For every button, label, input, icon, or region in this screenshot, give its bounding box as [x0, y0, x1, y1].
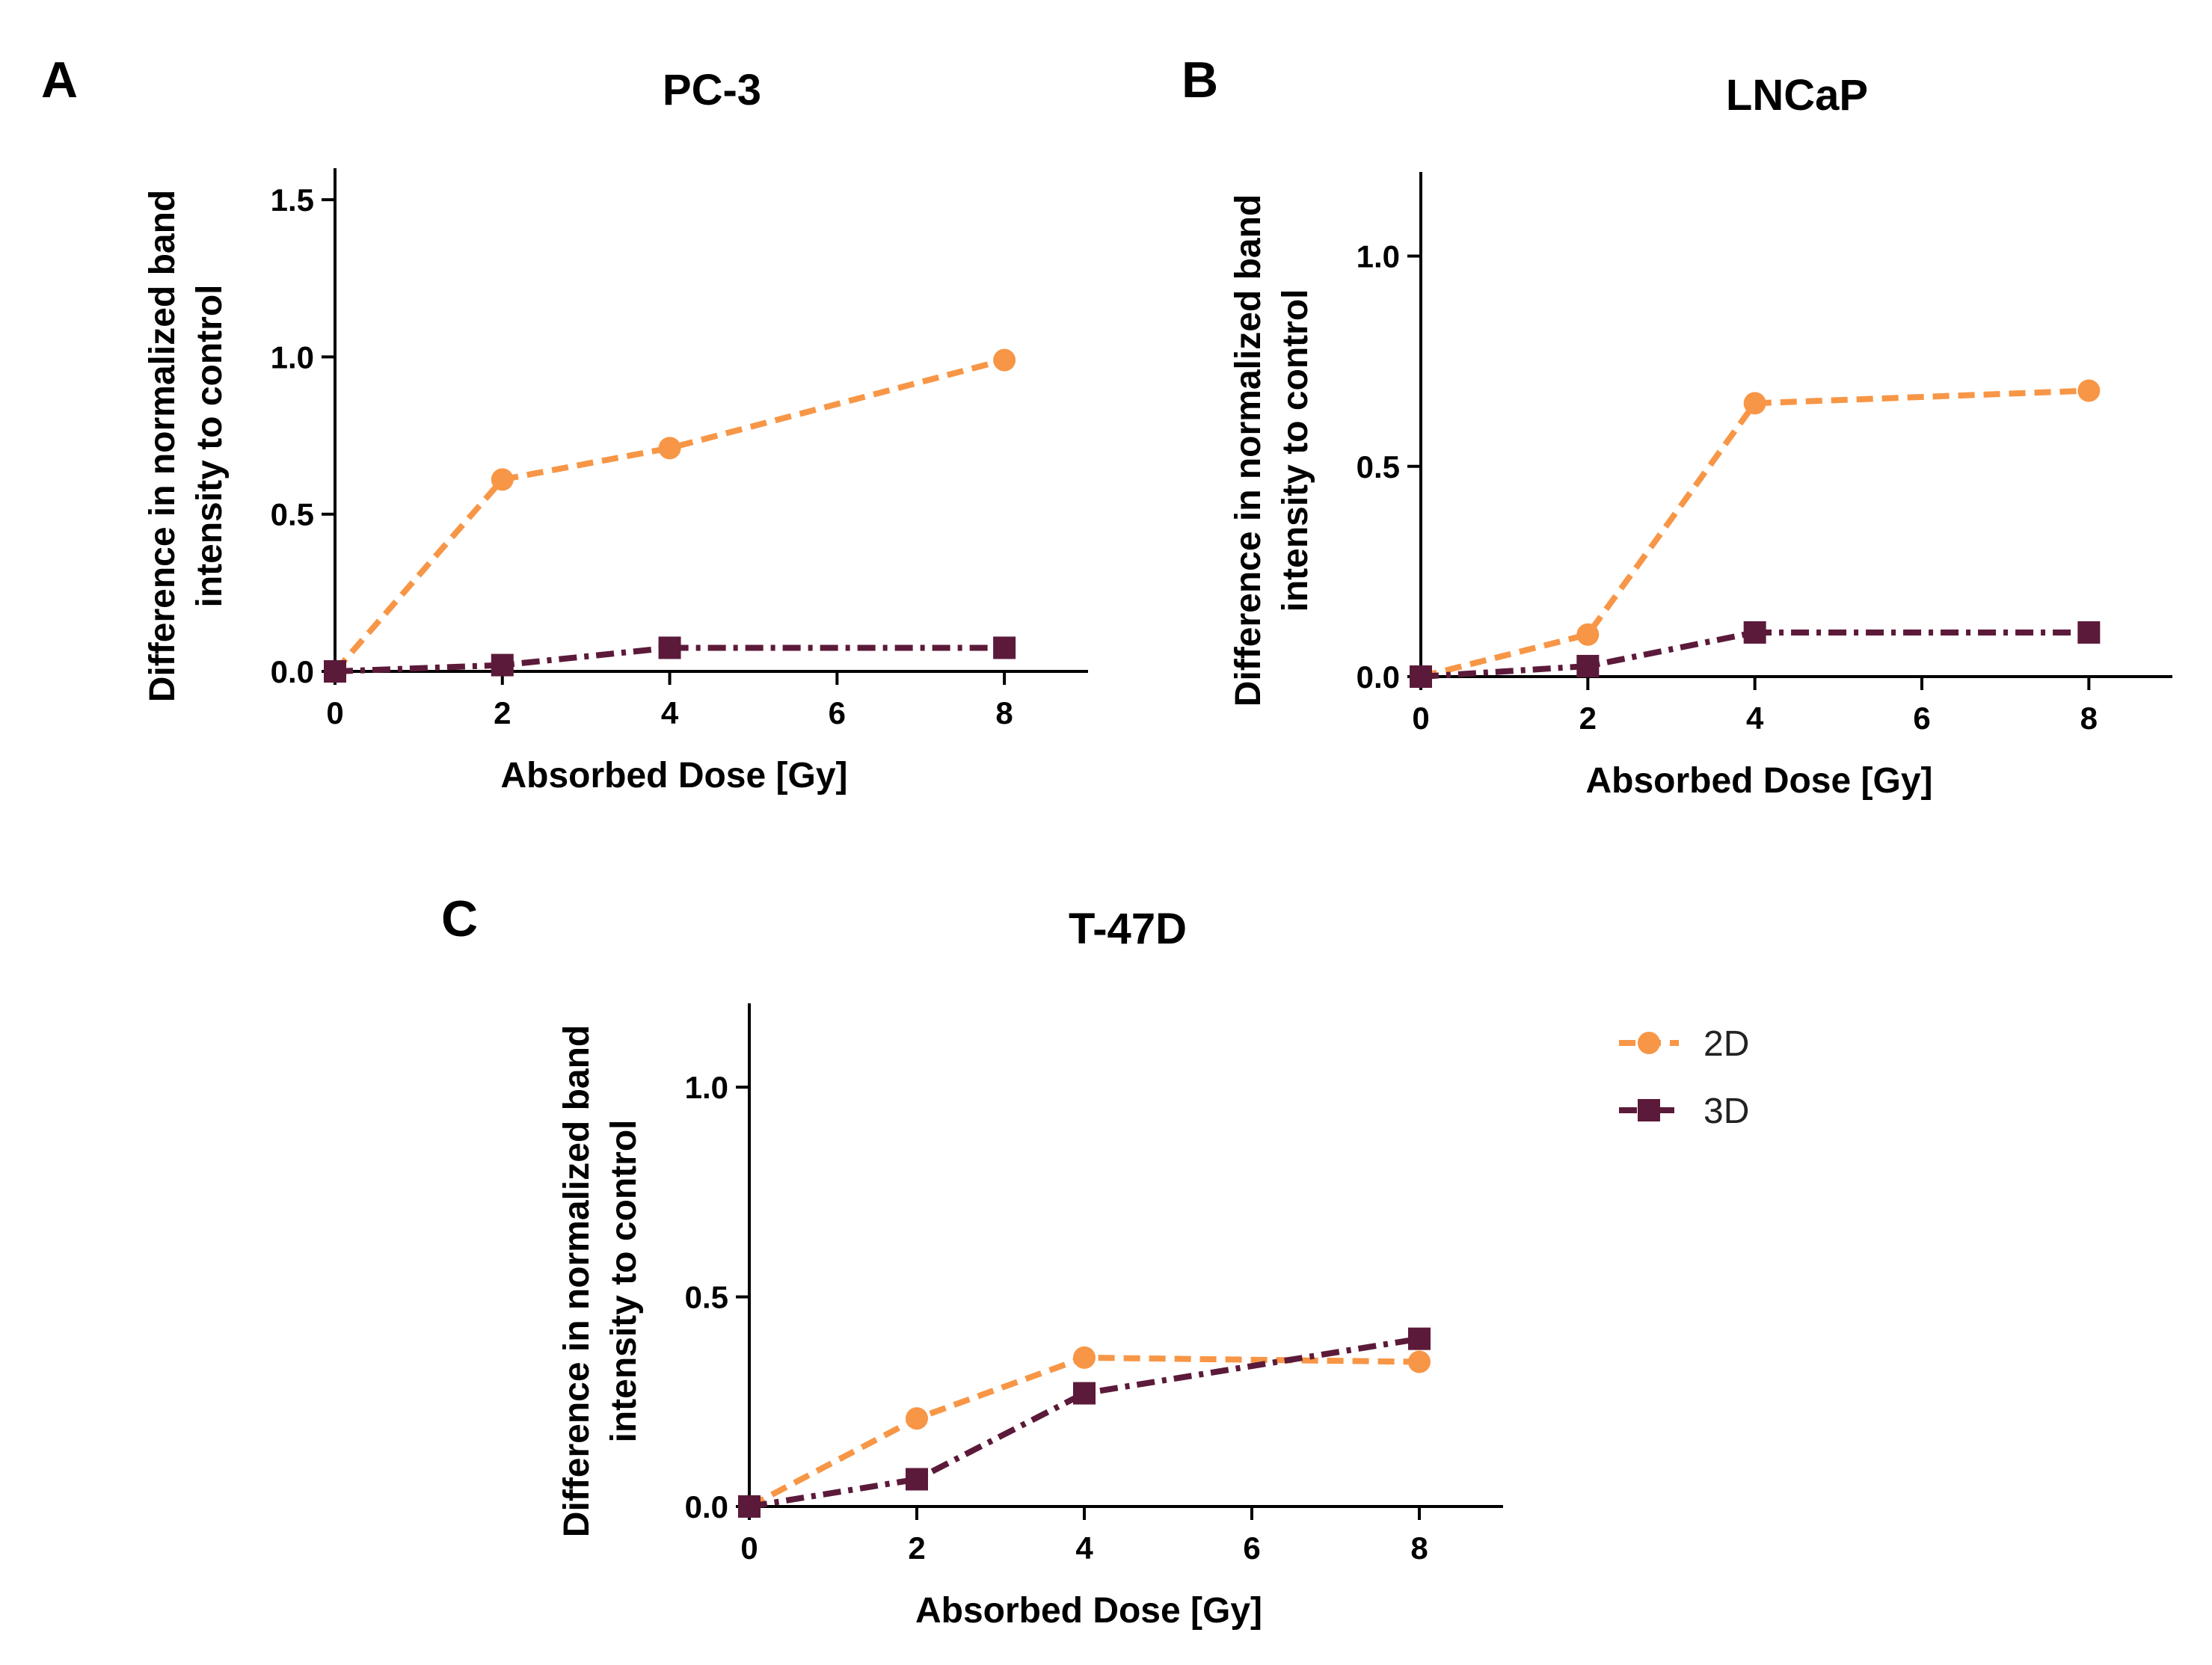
data-point-3d [1576, 654, 1600, 677]
data-point-3d [324, 660, 346, 683]
y-tick-label: 1.0 [685, 1070, 728, 1105]
x-tick-label: 6 [1243, 1530, 1260, 1566]
y-axis-label-line2: intensity to control [190, 285, 230, 608]
series-line-3d [749, 1335, 1420, 1509]
y-axis-label-line2: intensity to control [604, 1120, 644, 1443]
series-line-3d [1420, 629, 2089, 680]
chart-title: PC-3 [663, 66, 761, 114]
legend-label-2d: 2D [1703, 1024, 1749, 1064]
y-axis-label-line1: Difference in normalized band [1229, 194, 1268, 707]
x-axis-label: Absorbed Dose [Gy] [500, 756, 847, 795]
legend-label-3d: 3D [1703, 1092, 1749, 1131]
panel-letter: A [41, 52, 78, 108]
y-tick-label: 0.0 [685, 1489, 728, 1524]
x-axis-label: Absorbed Dose [Gy] [1585, 761, 1932, 801]
data-point-3d [993, 636, 1016, 659]
series-line-2d [332, 357, 1006, 674]
y-axis-label-line1: Difference in normalized band [557, 1025, 597, 1537]
chart-title: LNCaP [1726, 71, 1868, 120]
x-axis-label: Absorbed Dose [Gy] [915, 1591, 1262, 1631]
series-line-2d [748, 1354, 1420, 1509]
series-line-2d [1420, 387, 2089, 680]
chart-panel-a: A PC-3 0.0 0.5 1.0 1.5 0 2 4 6 8 Absorbed Dose [Gy]… [41, 52, 1088, 795]
legend-entry-2d: 2D [1619, 1024, 1749, 1064]
chart-panel-b: B LNCaP 0.0 0.5 1.0 0 2 4 6 8 Absorbed Dose [Gy] Di… [1182, 52, 2172, 801]
data-point-3d [1073, 1382, 1096, 1405]
data-point-3d [738, 1495, 761, 1518]
legend: 2D 3D [1619, 1024, 1749, 1131]
data-point-3d [658, 636, 681, 659]
data-point-2d [491, 468, 514, 491]
x-tick-label: 8 [1410, 1530, 1428, 1566]
panel-letter: B [1182, 52, 1218, 108]
x-tick-label: 2 [908, 1530, 925, 1566]
y-tick-label: 0.5 [685, 1280, 728, 1315]
legend-marker-3d [1638, 1099, 1660, 1121]
y-tick-label: 0.0 [271, 654, 314, 689]
x-tick-label: 2 [1579, 701, 1597, 736]
y-tick-label: 0.0 [1357, 659, 1400, 695]
data-point-2d [993, 348, 1016, 372]
x-tick-label: 4 [1075, 1530, 1093, 1566]
data-point-3d [1743, 621, 1766, 644]
x-tick-label: 4 [661, 695, 679, 730]
y-axis-label-line2: intensity to control [1276, 289, 1315, 612]
data-point-3d [491, 653, 514, 677]
chart-panel-c: C T-47D 0.0 0.5 1.0 0 2 4 6 8 Absorbed Dose [Gy] Di… [441, 890, 1503, 1631]
data-point-3d [2077, 621, 2101, 644]
data-point-3d [906, 1468, 928, 1491]
y-axis-label-line1: Difference in normalized band [143, 190, 182, 702]
series-line-3d [334, 644, 1005, 674]
x-tick-label: 8 [2080, 701, 2098, 736]
data-point-2d [2077, 379, 2101, 402]
data-point-2d [1576, 623, 1600, 646]
data-point-2d [658, 437, 681, 460]
y-tick-label: 1.5 [271, 182, 314, 218]
data-point-2d [1408, 1350, 1431, 1373]
y-tick-label: 1.0 [1357, 239, 1400, 274]
y-tick-label: 0.5 [271, 497, 314, 532]
data-point-2d [1073, 1346, 1096, 1369]
x-tick-label: 6 [829, 695, 846, 730]
x-tick-label: 2 [494, 695, 511, 730]
panel-letter: C [441, 890, 478, 947]
y-tick-label: 0.5 [1357, 449, 1400, 484]
x-tick-label: 0 [1412, 701, 1429, 736]
chart-title: T-47D [1069, 905, 1187, 953]
x-tick-label: 6 [1913, 701, 1930, 736]
legend-entry-3d: 3D [1619, 1092, 1749, 1131]
x-tick-label: 0 [326, 695, 343, 730]
x-tick-label: 8 [995, 695, 1013, 730]
panels: A PC-3 0.0 0.5 1.0 1.5 0 2 4 6 8 Absorbed Dose [Gy]… [41, 52, 2172, 1631]
data-point-2d [906, 1407, 928, 1430]
data-point-3d [1408, 1327, 1431, 1350]
data-point-3d [1410, 665, 1432, 688]
x-tick-label: 4 [1746, 701, 1764, 736]
data-point-2d [1743, 392, 1766, 415]
y-tick-label: 1.0 [271, 339, 314, 375]
x-tick-label: 0 [740, 1530, 758, 1566]
legend-marker-2d [1638, 1032, 1660, 1054]
